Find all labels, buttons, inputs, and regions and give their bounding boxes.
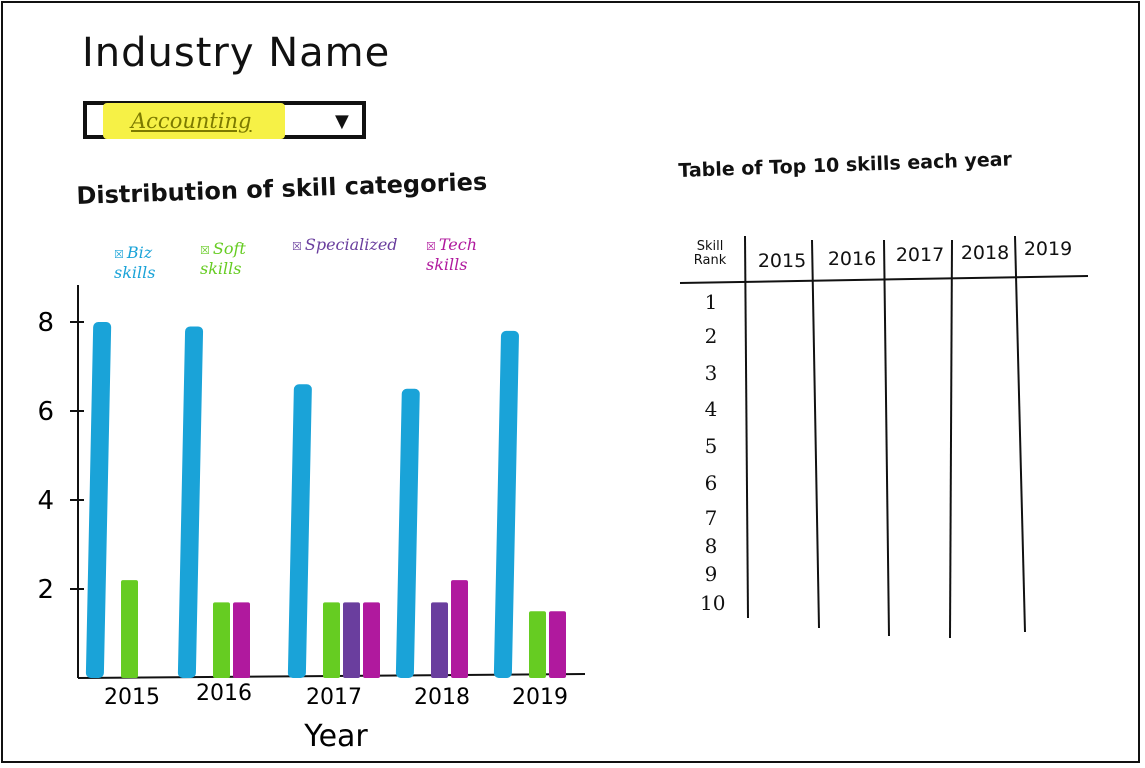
table-rank-label: 9 [704, 562, 718, 586]
x-axis-label: Year [303, 719, 368, 754]
legend-biz-skills[interactable]: ☒ Biz skills [114, 244, 155, 282]
bar [431, 602, 448, 678]
legend-soft-label: Soft skills [200, 239, 246, 278]
bar [451, 580, 468, 678]
x-tick-label: 2016 [196, 681, 252, 706]
legend-specialized-label: Specialized [304, 235, 398, 254]
bar [85, 322, 112, 678]
table-divider [1014, 235, 1026, 633]
chart-bars [85, 322, 566, 678]
legend-biz-label: Biz skills [114, 243, 156, 282]
checkbox-icon[interactable]: ☒ [292, 240, 302, 253]
table-rank-label: 8 [704, 534, 718, 558]
y-tick-label: 4 [37, 486, 54, 516]
table-rank-label: 10 [700, 591, 726, 615]
table-header-year: 2019 [1023, 238, 1073, 260]
bar [121, 580, 138, 678]
x-tick-label: 2019 [512, 685, 568, 710]
table-divider [883, 239, 890, 637]
legend-tech-skills[interactable]: ☒ Tech skills [426, 236, 477, 274]
checkbox-icon[interactable]: ☒ [114, 248, 124, 261]
table-header-rank: Skill Rank [693, 239, 727, 268]
checkbox-icon[interactable]: ☒ [200, 244, 210, 257]
y-tick-label: 6 [37, 397, 54, 427]
chevron-down-icon[interactable]: ▼ [335, 111, 349, 132]
legend-soft-skills[interactable]: ☒ Soft skills [200, 240, 246, 278]
table-divider [811, 239, 820, 629]
chart-labels: 2 4 6 8 2015 2016 2017 2018 2019 Year [37, 308, 568, 754]
bar [177, 326, 204, 678]
page-title: Industry Name [82, 30, 391, 76]
bar [549, 611, 566, 678]
table-header-year: 2017 [895, 244, 945, 266]
bar [323, 602, 340, 678]
selection-highlight [103, 103, 285, 139]
table-divider [744, 235, 749, 619]
checkbox-icon[interactable]: ☒ [426, 240, 436, 253]
table-rank-label: 6 [704, 471, 718, 495]
table-rank-label: 5 [704, 434, 718, 458]
x-tick-label: 2015 [104, 685, 160, 710]
bar [213, 602, 230, 678]
bar [287, 384, 312, 678]
x-tick-label: 2017 [306, 685, 362, 710]
bar [343, 602, 360, 678]
bar [233, 602, 250, 678]
table-rank-label: 7 [704, 506, 718, 530]
industry-dropdown-value: Accounting [131, 109, 252, 133]
table-rank-label: 4 [704, 397, 718, 421]
y-tick-label: 8 [37, 308, 54, 338]
x-tick-label: 2018 [414, 685, 470, 710]
table-divider [949, 239, 953, 639]
table-header-year: 2015 [757, 250, 807, 272]
table-header-year: 2016 [827, 248, 877, 270]
bar [493, 330, 519, 678]
table-rank-label: 1 [704, 290, 718, 314]
table-header-year: 2018 [960, 242, 1010, 264]
table-rank-label: 3 [704, 361, 718, 385]
y-tick-label: 2 [37, 575, 54, 605]
bar [529, 611, 546, 678]
legend-tech-label: Tech skills [426, 235, 478, 274]
bar [395, 388, 420, 678]
table-rank-label: 2 [704, 324, 718, 348]
legend-specialized[interactable]: ☒ Specialized [292, 236, 398, 256]
bar [363, 602, 380, 678]
industry-dropdown[interactable]: Accounting ▼ [83, 101, 366, 139]
